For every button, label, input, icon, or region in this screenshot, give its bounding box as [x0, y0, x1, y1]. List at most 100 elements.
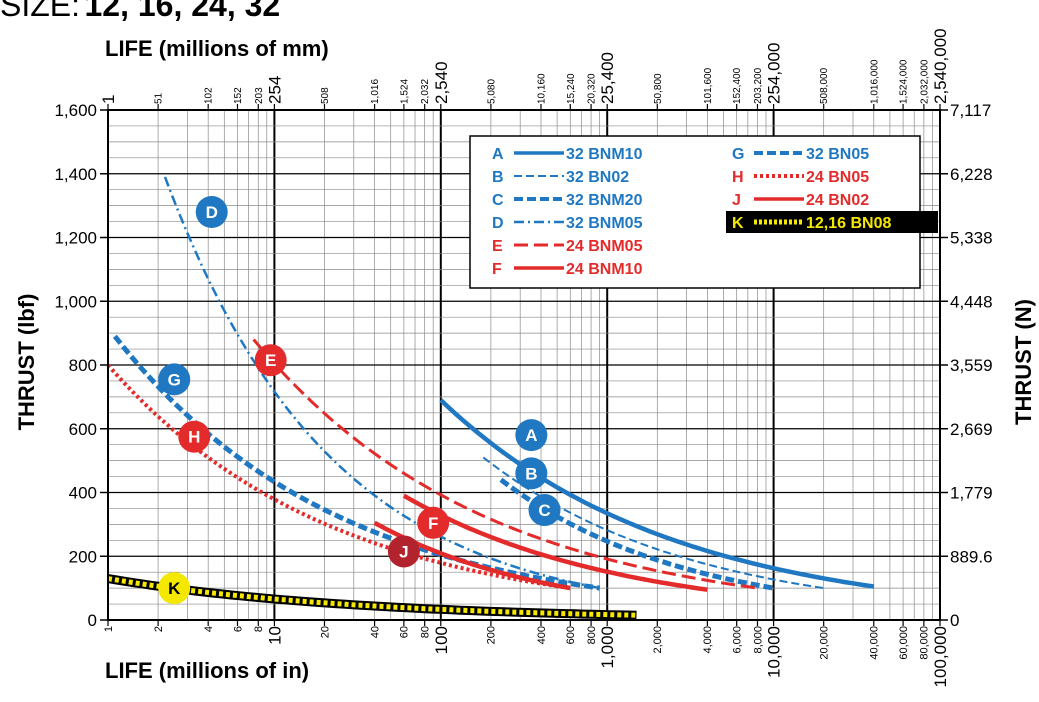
bottom-tick-label: 40: [369, 626, 381, 638]
right-tick-label: 3,559: [950, 356, 993, 375]
left-tick-label: 600: [69, 420, 97, 439]
series-C-marker: [528, 494, 561, 527]
legend-name-B: 32 BN02: [566, 169, 629, 186]
legend: A 32 BNM10 B 32 BN02 C 32 BNM20 D 32 BNM05 E 24 B…: [469, 135, 938, 289]
series-J-marker: [387, 535, 420, 568]
legend-name-G: 32 BN05: [806, 146, 869, 163]
bottom-tick-label: 8,000: [752, 626, 764, 654]
series-F-marker: [417, 506, 450, 539]
bottom-tick-label: 20,000: [819, 626, 831, 660]
top-tick-label: 5,080: [486, 79, 497, 104]
bottom-tick-label: 200: [486, 626, 498, 644]
bottom-tick-label: 80,000: [919, 626, 931, 660]
series-D-marker: [195, 196, 228, 228]
bottom-tick-label: 10,000: [765, 626, 784, 678]
legend-key-E: E: [492, 238, 503, 255]
series-F-marker-label: F: [428, 514, 438, 533]
bottom-tick-label: 100,000: [931, 626, 950, 687]
size-prefix: SIZE:: [0, 0, 81, 23]
series-A-curve: [439, 398, 875, 589]
bottom-tick-label: 6,000: [732, 626, 744, 654]
series-B-marker-label: B: [525, 464, 537, 483]
right-tick-label: 4,448: [950, 292, 993, 311]
bottom-tick-label: 2,000: [652, 626, 664, 654]
bottom-tick-label: 2: [153, 626, 165, 632]
bottom-tick-label: 80: [420, 626, 432, 638]
top-tick-label: 102: [204, 87, 215, 104]
legend-name-D: 32 BNM05: [566, 215, 643, 232]
top-tick-label: 101,600: [703, 67, 714, 104]
series-G-marker-label: G: [168, 370, 181, 389]
bottom-tick-label: 4,000: [702, 626, 714, 654]
series-H-marker: [178, 420, 211, 453]
bottom-tick-label: 1,000: [598, 626, 617, 669]
bottom-tick-label: 40,000: [869, 626, 881, 660]
legend-key-F: F: [492, 261, 502, 278]
bottom-tick-label: 400: [536, 626, 548, 644]
legend-key-C: C: [492, 192, 504, 209]
x-axis-label-top: LIFE (millions of mm): [105, 36, 329, 61]
top-tick-label: 152,400: [732, 67, 743, 104]
series-E-marker-label: E: [265, 351, 276, 370]
left-tick-label: 1,200: [54, 229, 97, 248]
top-tick-label: 51: [154, 92, 165, 104]
top-tick-label: 15,240: [566, 73, 577, 104]
top-tick-label: 2,032,000: [919, 59, 930, 104]
bottom-tick-label: 800: [586, 626, 598, 644]
legend-name-H: 24 BN05: [806, 169, 869, 186]
series-K-marker: [158, 572, 191, 605]
top-tick-label: 1,016: [370, 79, 381, 104]
bottom-tick-label: 60,000: [898, 626, 910, 660]
top-tick-label: 20,320: [587, 73, 598, 104]
size-values: 12, 16, 24, 32: [84, 0, 281, 23]
legend-name-A: 32 BNM10: [566, 146, 643, 163]
series-A-marker: [515, 419, 548, 452]
top-tick-label: 203,200: [753, 67, 764, 104]
bottom-tick-label: 4: [203, 626, 215, 632]
right-tick-label: 0: [950, 611, 959, 630]
bottom-tick-label: 100: [432, 626, 451, 654]
legend-key-B: B: [492, 169, 504, 186]
right-tick-label: 7,117: [950, 101, 991, 120]
legend-name-F: 24 BNM10: [566, 261, 643, 278]
left-tick-label: 1,000: [54, 292, 97, 311]
legend-name-E: 24 BNM05: [566, 238, 643, 255]
bottom-tick-label: 20: [319, 626, 331, 638]
y-axis-label-right: THRUST (N): [1011, 299, 1036, 425]
series-D-marker-label: D: [206, 203, 218, 222]
axes: 02004006008001,0001,2001,4001,6000889.61…: [54, 28, 992, 687]
series-K-curve-stripe: [107, 576, 637, 618]
right-tick-label: 1,779: [950, 484, 993, 503]
top-tick-label: 1,524: [399, 79, 410, 104]
right-tick-label: 2,669: [950, 420, 993, 439]
top-tick-label: 50,800: [653, 73, 664, 104]
bottom-tick-label: 6: [232, 626, 244, 632]
series-E-curve: [252, 338, 758, 590]
bottom-tick-label: 60: [399, 626, 411, 638]
top-tick-label: 25,400: [598, 52, 617, 104]
series-E-marker: [254, 344, 287, 377]
legend-key-J: J: [732, 192, 741, 209]
x-axis-label-bottom: LIFE (millions of in): [105, 658, 309, 683]
left-tick-label: 800: [69, 356, 97, 375]
series-K-marker-label: K: [168, 579, 181, 598]
top-tick-label: 254: [265, 76, 284, 104]
series-G-marker: [158, 363, 191, 396]
left-tick-label: 0: [88, 611, 97, 630]
bottom-tick-label: 10: [265, 626, 284, 645]
top-tick-label: 1: [99, 95, 118, 104]
right-tick-label: 889.6: [950, 547, 993, 566]
legend-key-G: G: [732, 146, 744, 163]
bottom-tick-label: 8: [253, 626, 265, 632]
series-J-marker-label: J: [399, 542, 408, 561]
series-H-marker-label: H: [188, 428, 200, 447]
size-header: SIZE: 12, 16, 24, 32: [0, 0, 280, 24]
top-tick-label: 1,016,000: [869, 59, 880, 104]
legend-key-K: K: [732, 215, 744, 232]
right-tick-label: 6,228: [950, 165, 993, 184]
left-tick-label: 200: [69, 547, 97, 566]
right-tick-label: 5,338: [950, 229, 993, 248]
top-tick-label: 152: [233, 87, 244, 104]
